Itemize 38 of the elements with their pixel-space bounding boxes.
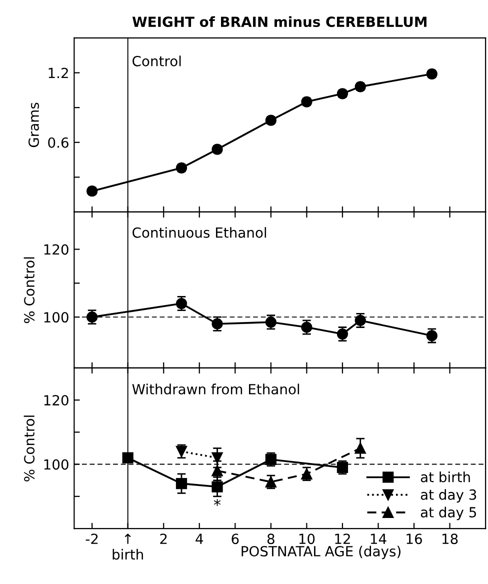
point	[336, 88, 348, 100]
y-tick-label: 1.2	[48, 68, 68, 78]
x-axis-title: POSTNATAL AGE (days)	[242, 546, 400, 560]
y-axis-title: % Control	[24, 416, 35, 482]
legend-label: at day 5	[420, 506, 476, 520]
x-tick-label: 14	[370, 534, 386, 544]
y-tick-label: 100	[44, 312, 68, 323]
point	[265, 114, 276, 126]
x-tick-label: ↑ birth	[112, 534, 143, 560]
text: Control	[132, 56, 181, 66]
text: Withdrawn from Ethanol	[132, 384, 300, 394]
point	[301, 96, 312, 108]
point	[354, 442, 366, 454]
text: Continuous Ethanol	[132, 227, 266, 238]
chart-title: WEIGHT of BRAIN minus CEREBELLUM	[132, 16, 426, 28]
point	[122, 452, 134, 464]
x-tick-label: 2	[160, 534, 167, 544]
data-label: *	[214, 499, 221, 506]
x-tick-label: 6	[232, 534, 239, 544]
x-tick-label: 12	[335, 534, 350, 544]
y-tick-label: 0.6	[48, 137, 68, 148]
y-tick-label: 120	[44, 395, 68, 406]
y-axis-title: Grams	[28, 102, 39, 148]
point	[176, 478, 188, 490]
point	[212, 452, 223, 464]
x-tick-label: 8	[267, 534, 274, 544]
point	[354, 81, 366, 92]
y-axis-title: % Control	[24, 257, 35, 324]
y-tick-label: 100	[44, 459, 68, 470]
x-tick-label: 18	[442, 534, 458, 544]
x-tick-label: 10	[299, 534, 315, 544]
point	[212, 144, 223, 155]
y-tick-label: 120	[44, 244, 68, 255]
x-tick-label: 16	[406, 534, 422, 544]
legend-label: at day 3	[420, 489, 476, 503]
x-tick-label: 4	[196, 534, 204, 544]
legend-label: at birth	[420, 472, 470, 482]
x-tick-label: -2	[86, 534, 98, 544]
